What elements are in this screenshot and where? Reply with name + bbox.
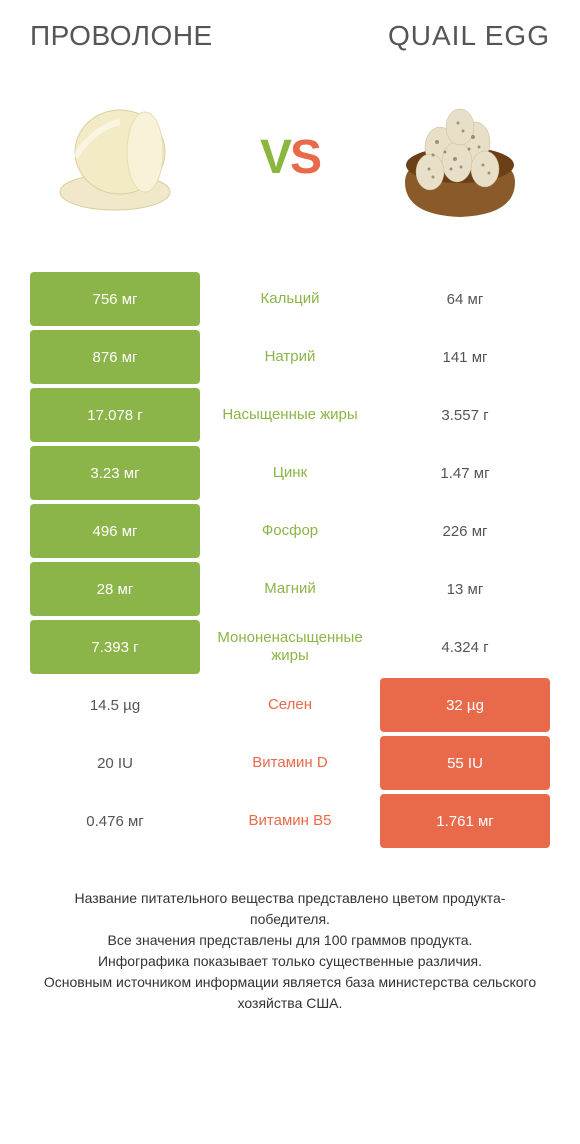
value-right: 3.557 г — [380, 388, 550, 442]
header: ПРОВОЛОНЕ QUAIL EGG — [30, 20, 550, 52]
value-left: 14.5 µg — [30, 678, 200, 732]
comparison-table: 756 мгКальций64 мг876 мгНатрий141 мг17.0… — [30, 272, 550, 848]
nutrient-label: Кальций — [200, 272, 380, 326]
title-left: ПРОВОЛОНЕ — [30, 20, 290, 52]
table-row: 28 мгМагний13 мг — [30, 562, 550, 616]
table-row: 0.476 мгВитамин B51.761 мг — [30, 794, 550, 848]
footer-line: Все значения представлены для 100 граммо… — [40, 930, 540, 951]
value-right: 55 IU — [380, 736, 550, 790]
value-right: 64 мг — [380, 272, 550, 326]
table-row: 17.078 гНасыщенные жиры3.557 г — [30, 388, 550, 442]
table-row: 496 мгФосфор226 мг — [30, 504, 550, 558]
value-left: 876 мг — [30, 330, 200, 384]
quail-egg-icon — [385, 87, 535, 227]
provolone-icon — [45, 97, 195, 217]
nutrient-label: Фосфор — [200, 504, 380, 558]
value-left: 20 IU — [30, 736, 200, 790]
value-right: 1.761 мг — [380, 794, 550, 848]
value-left: 3.23 мг — [30, 446, 200, 500]
nutrient-label: Витамин D — [200, 736, 380, 790]
table-row: 3.23 мгЦинк1.47 мг — [30, 446, 550, 500]
footer-line: Инфографика показывает только существенн… — [40, 951, 540, 972]
nutrient-label: Магний — [200, 562, 380, 616]
value-right: 13 мг — [380, 562, 550, 616]
product-image-right — [370, 77, 550, 237]
title-right: QUAIL EGG — [290, 20, 550, 52]
nutrient-label: Мононенасыщенные жиры — [200, 620, 380, 674]
infographic-container: ПРОВОЛОНЕ QUAIL EGG VS — [0, 0, 580, 1034]
value-left: 28 мг — [30, 562, 200, 616]
value-left: 756 мг — [30, 272, 200, 326]
value-left: 0.476 мг — [30, 794, 200, 848]
nutrient-label: Витамин B5 — [200, 794, 380, 848]
images-row: VS — [30, 72, 550, 242]
vs-v: V — [260, 131, 290, 184]
table-row: 756 мгКальций64 мг — [30, 272, 550, 326]
footer-notes: Название питательного вещества представл… — [30, 888, 550, 1014]
table-row: 14.5 µgСелен32 µg — [30, 678, 550, 732]
value-right: 141 мг — [380, 330, 550, 384]
value-left: 496 мг — [30, 504, 200, 558]
footer-line: Название питательного вещества представл… — [40, 888, 540, 930]
nutrient-label: Натрий — [200, 330, 380, 384]
vs-s: S — [290, 131, 320, 184]
nutrient-label: Селен — [200, 678, 380, 732]
value-right: 226 мг — [380, 504, 550, 558]
footer-line: Основным источником информации является … — [40, 972, 540, 1014]
table-row: 876 мгНатрий141 мг — [30, 330, 550, 384]
vs-label: VS — [260, 130, 320, 185]
table-row: 20 IUВитамин D55 IU — [30, 736, 550, 790]
table-row: 7.393 гМононенасыщенные жиры4.324 г — [30, 620, 550, 674]
nutrient-label: Насыщенные жиры — [200, 388, 380, 442]
product-image-left — [30, 77, 210, 237]
value-right: 4.324 г — [380, 620, 550, 674]
value-left: 17.078 г — [30, 388, 200, 442]
value-right: 1.47 мг — [380, 446, 550, 500]
value-right: 32 µg — [380, 678, 550, 732]
nutrient-label: Цинк — [200, 446, 380, 500]
value-left: 7.393 г — [30, 620, 200, 674]
